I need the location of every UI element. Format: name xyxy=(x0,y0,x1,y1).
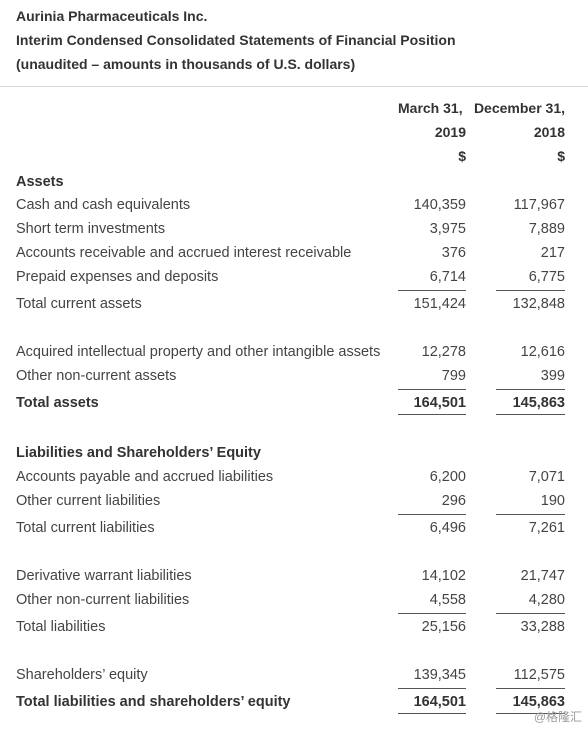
subtotal-rule xyxy=(398,389,466,390)
value-2018: 117,967 xyxy=(513,197,565,213)
value-2019: 12,278 xyxy=(421,344,466,360)
subtotal-rule xyxy=(496,613,565,614)
subtotal-rule xyxy=(496,389,565,390)
value-2018: 33,288 xyxy=(520,619,565,635)
value-2019: 4,558 xyxy=(429,592,466,608)
row-label: Total current liabilities xyxy=(16,520,155,536)
total-rule xyxy=(496,414,565,415)
value-2019: 139,345 xyxy=(413,667,466,683)
value-2018: 145,863 xyxy=(512,395,565,411)
subtotal-rule xyxy=(496,688,565,689)
column-header-1-year: 2019 xyxy=(434,124,466,140)
value-2018: 21,747 xyxy=(520,568,565,584)
row-label: Cash and cash equivalents xyxy=(16,197,191,213)
row-label: Accounts receivable and accrued interest… xyxy=(16,245,352,261)
table-row: Other current liabilities 296 190 xyxy=(0,491,588,515)
section-header-assets: Assets xyxy=(0,172,588,196)
table-row-total: Total assets 164,501 145,863 xyxy=(0,393,588,417)
row-label: Total liabilities xyxy=(16,619,106,635)
value-2018: 7,261 xyxy=(528,520,565,536)
total-rule xyxy=(496,713,565,714)
value-2018: 190 xyxy=(540,493,565,509)
total-rule xyxy=(398,414,466,415)
value-2018: 112,575 xyxy=(513,667,565,683)
value-2019: 151,424 xyxy=(413,296,466,312)
value-2018: 7,071 xyxy=(528,469,565,485)
subtotal-rule xyxy=(496,290,565,291)
value-2019: 296 xyxy=(441,493,466,509)
column-header-2-unit: $ xyxy=(557,148,565,164)
value-2019: 164,501 xyxy=(413,694,466,710)
table-row: Cash and cash equivalents 140,359 117,96… xyxy=(0,195,588,219)
value-2018: 399 xyxy=(540,368,565,384)
value-2018: 12,616 xyxy=(520,344,565,360)
subtotal-rule xyxy=(398,290,466,291)
table-row: Accounts payable and accrued liabilities… xyxy=(0,467,588,491)
value-2018: 145,863 xyxy=(512,694,565,710)
subtotal-rule xyxy=(496,514,565,515)
column-header-2-date: December 31, xyxy=(473,100,565,116)
row-label: Other current liabilities xyxy=(16,493,161,509)
table-row: Prepaid expenses and deposits 6,714 6,77… xyxy=(0,267,588,291)
table-row: Acquired intellectual property and other… xyxy=(0,342,588,366)
company-name: Aurinia Pharmaceuticals Inc. xyxy=(16,8,208,24)
row-label: Other non-current assets xyxy=(16,368,177,384)
table-row-total: Total liabilities and shareholders’ equi… xyxy=(0,692,588,716)
row-label: Shareholders’ equity xyxy=(16,667,148,683)
value-2019: 6,496 xyxy=(429,520,466,536)
row-label: Liabilities and Shareholders’ Equity xyxy=(16,445,261,461)
table-row: Derivative warrant liabilities 14,102 21… xyxy=(0,566,588,590)
value-2018: 4,280 xyxy=(528,592,565,608)
watermark: @格隆汇 xyxy=(533,710,582,724)
table-row: Short term investments 3,975 7,889 xyxy=(0,219,588,243)
value-2019: 14,102 xyxy=(421,568,466,584)
row-label: Assets xyxy=(16,174,64,190)
column-header-1-unit: $ xyxy=(458,148,466,164)
value-2019: 6,714 xyxy=(429,269,466,285)
value-2018: 6,775 xyxy=(528,269,565,285)
table-row: Shareholders’ equity 139,345 112,575 xyxy=(0,665,588,689)
row-label: Total assets xyxy=(16,395,99,411)
column-header-2-year: 2018 xyxy=(533,124,565,140)
section-header-liabilities: Liabilities and Shareholders’ Equity xyxy=(0,443,588,467)
value-2018: 132,848 xyxy=(512,296,565,312)
row-label: Total current assets xyxy=(16,296,142,312)
table-row-subtotal: Total current liabilities 6,496 7,261 xyxy=(0,518,588,542)
table-row-subtotal: Total liabilities 25,156 33,288 xyxy=(0,617,588,641)
value-2019: 376 xyxy=(441,245,466,261)
row-label: Accounts payable and accrued liabilities xyxy=(16,469,274,485)
row-label: Other non-current liabilities xyxy=(16,592,190,608)
value-2019: 3,975 xyxy=(429,221,466,237)
subtotal-rule xyxy=(398,613,466,614)
table-row: Other non-current assets 799 399 xyxy=(0,366,588,390)
row-label: Short term investments xyxy=(16,221,166,237)
subtotal-rule xyxy=(398,688,466,689)
row-label: Total liabilities and shareholders’ equi… xyxy=(16,694,291,710)
statement-title: Interim Condensed Consolidated Statement… xyxy=(16,32,456,48)
value-2019: 6,200 xyxy=(429,469,466,485)
value-2019: 25,156 xyxy=(421,619,466,635)
value-2019: 799 xyxy=(441,368,466,384)
statement-basis: (unaudited – amounts in thousands of U.S… xyxy=(16,56,356,72)
total-rule xyxy=(398,713,466,714)
row-label: Prepaid expenses and deposits xyxy=(16,269,219,285)
table-row-subtotal: Total current assets 151,424 132,848 xyxy=(0,294,588,318)
value-2019: 140,359 xyxy=(413,197,466,213)
table-row: Other non-current liabilities 4,558 4,28… xyxy=(0,590,588,614)
row-label: Acquired intellectual property and other… xyxy=(16,344,381,360)
table-row: Accounts receivable and accrued interest… xyxy=(0,243,588,267)
value-2018: 7,889 xyxy=(528,221,565,237)
value-2018: 217 xyxy=(540,245,565,261)
column-header-1-date: March 31, xyxy=(398,100,463,116)
top-divider xyxy=(0,86,588,87)
value-2019: 164,501 xyxy=(413,395,466,411)
subtotal-rule xyxy=(398,514,466,515)
row-label: Derivative warrant liabilities xyxy=(16,568,192,584)
